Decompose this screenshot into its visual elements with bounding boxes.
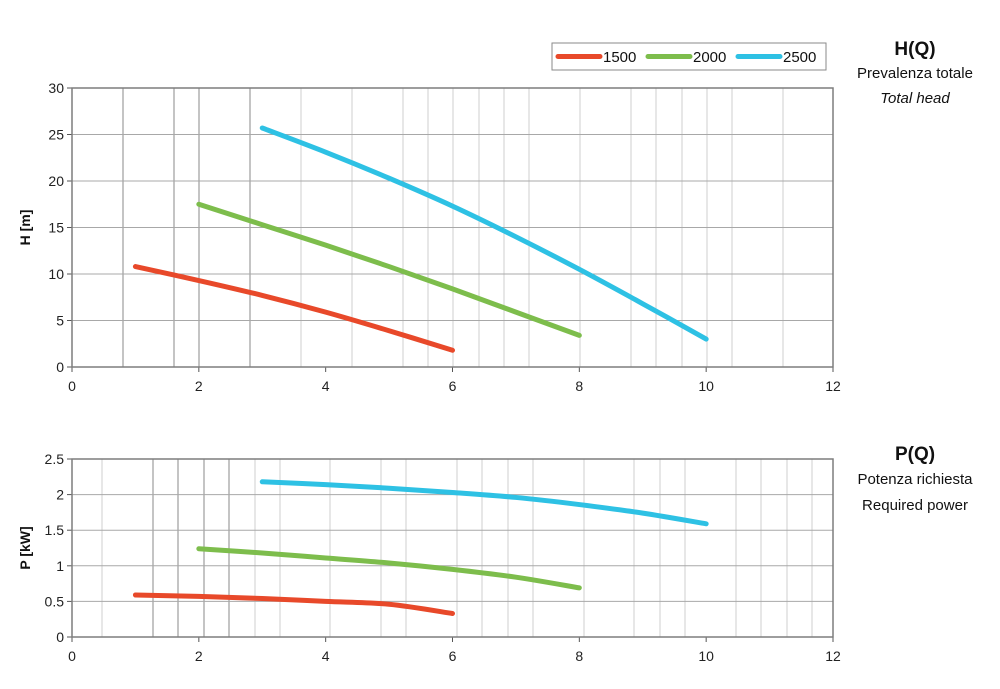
head-plot-frame <box>71 87 834 368</box>
head-series-2500-line <box>259 125 709 342</box>
head-xtick-label: 4 <box>322 378 330 394</box>
power-ytick-label: 0.5 <box>45 593 65 609</box>
power-side-caption: P(Q) Potenza richiesta Required power <box>835 443 995 519</box>
power-ytick-label: 1.5 <box>45 522 65 538</box>
power-xtick-label: 0 <box>68 648 76 664</box>
legend-label-2000: 2000 <box>693 49 726 66</box>
head-ytick-label: 15 <box>48 220 64 236</box>
head-xtick-label: 2 <box>195 378 203 394</box>
power-series-2500-line <box>259 479 709 527</box>
legend-label-2500: 2500 <box>783 49 816 66</box>
head-subtitle-en: Total head <box>880 90 950 107</box>
power-xtick-label: 6 <box>449 648 457 664</box>
head-ytick-label: 20 <box>48 173 64 189</box>
head-xtick-label: 0 <box>68 378 76 394</box>
power-xtick-label: 4 <box>322 648 330 664</box>
head-subtitle-it: Prevalenza totale <box>857 65 973 82</box>
power-ytick-label: 2 <box>56 487 64 503</box>
power-series-1500-line <box>132 592 455 617</box>
head-ytick-label: 25 <box>48 127 64 143</box>
power-ytick-label: 1 <box>56 558 64 574</box>
head-xtick-label: 6 <box>449 378 457 394</box>
power-plot-frame <box>71 458 834 638</box>
power-subtitle-it: Potenza richiesta <box>857 471 973 488</box>
power-series-2000-line <box>196 546 582 591</box>
power-chart-title: P(Q) <box>894 444 936 465</box>
head-xtick-label: 12 <box>825 378 841 394</box>
head-xtick-label: 10 <box>698 378 714 394</box>
head-series-1500-line <box>132 264 455 353</box>
head-ytick-label: 5 <box>56 313 64 329</box>
power-xtick-label: 12 <box>825 648 841 664</box>
head-xtick-label: 8 <box>575 378 583 394</box>
power-xtick-label: 10 <box>698 648 714 664</box>
head-ylabel: H [m] <box>17 210 33 246</box>
head-ytick-label: 30 <box>48 80 64 96</box>
head-ytick-label: 10 <box>48 266 64 282</box>
power-subtitle-en: Required power <box>862 497 968 514</box>
power-xtick-label: 8 <box>575 648 583 664</box>
legend-label-1500: 1500 <box>603 49 636 66</box>
head-series-2000-line <box>196 201 582 338</box>
power-xtick-label: 2 <box>195 648 203 664</box>
head-side-caption: H(Q) Prevalenza totale Total head <box>835 38 995 112</box>
power-ytick-label: 0 <box>56 629 64 645</box>
power-ytick-label: 2.5 <box>45 451 65 467</box>
head-chart-title: H(Q) <box>894 39 936 60</box>
head-ytick-label: 0 <box>56 359 64 375</box>
power-ylabel: P [kW] <box>17 526 33 569</box>
